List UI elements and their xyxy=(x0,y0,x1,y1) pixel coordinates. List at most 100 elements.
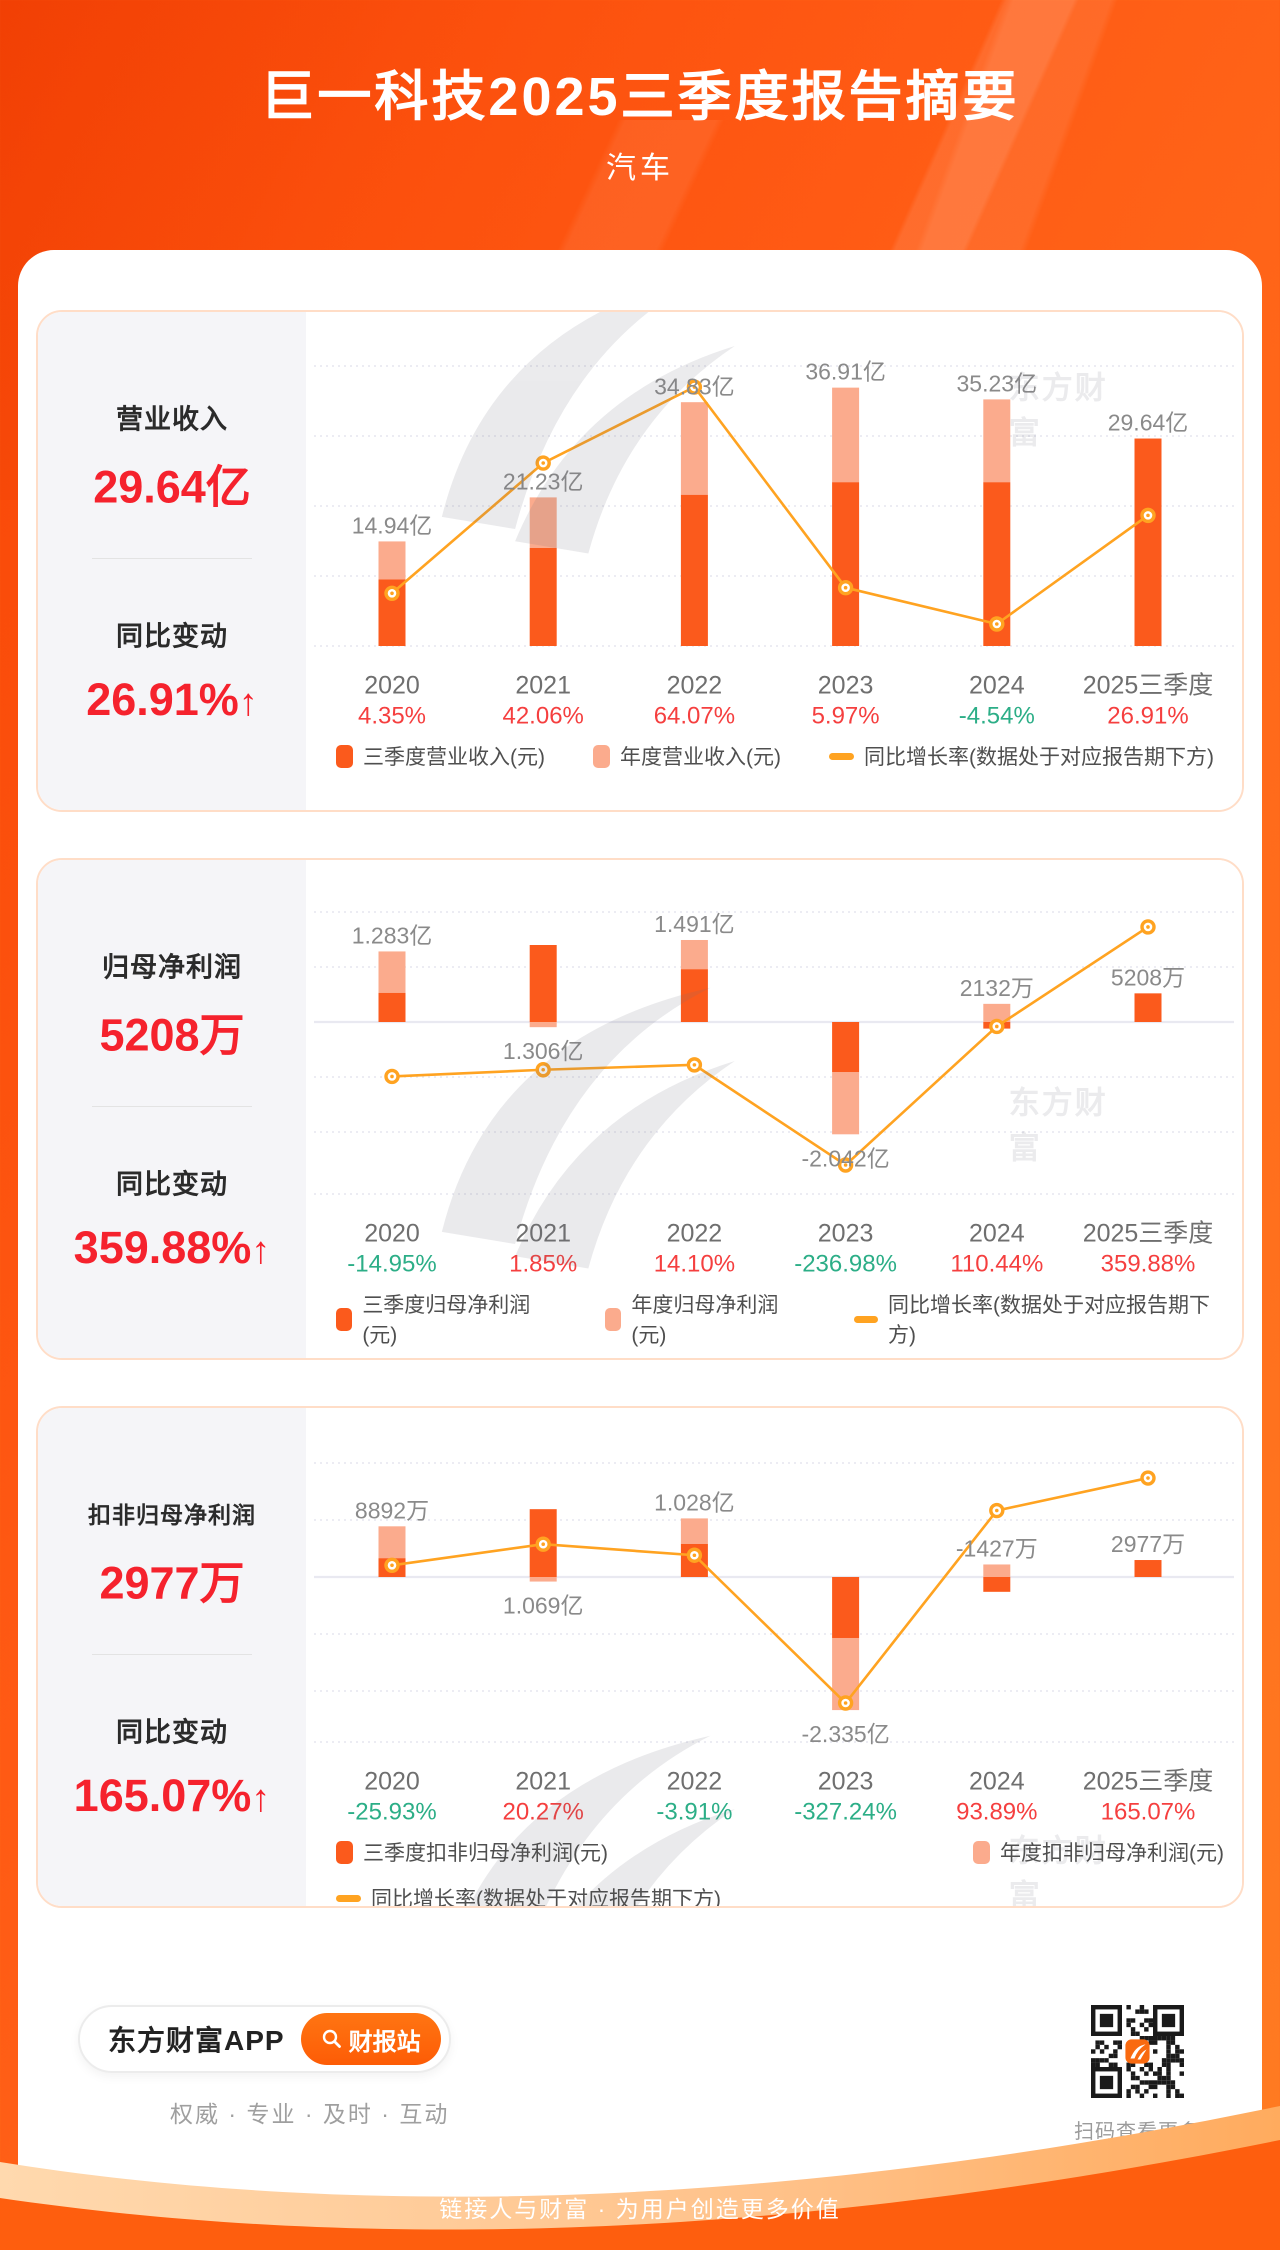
bar-segment xyxy=(983,1003,1011,1022)
bar-segment xyxy=(378,992,406,1022)
page-header: 巨一科技2025三季度报告摘要 汽车 xyxy=(0,0,1280,250)
growth-percent-label: 1.85% xyxy=(509,1250,577,1275)
line-marker-dot xyxy=(843,1163,848,1167)
line-marker-dot xyxy=(1146,1476,1150,1480)
metric-label: 扣非归母净利润 xyxy=(88,1502,256,1528)
change-value: 26.91%↑ xyxy=(86,674,258,725)
legend-item: 年度营业收入(元) xyxy=(593,741,781,771)
bar-segment xyxy=(1134,993,1162,1022)
line-marker-dot xyxy=(995,1024,999,1029)
growth-percent-label: 5.97% xyxy=(812,702,880,727)
line-marker-dot xyxy=(541,461,545,465)
net-profit-chart-plot: 1.283亿 1.306亿 1.491亿 -2.042亿 2132万 5208万 2020 2… xyxy=(314,911,1234,1275)
growth-percent-label: 93.89% xyxy=(956,1798,1037,1823)
bar-segment xyxy=(1134,1560,1162,1577)
legend-label: 同比增长率(数据处于对应报告期下方) xyxy=(864,746,1214,769)
bar-segment xyxy=(529,1022,557,1028)
chart-legend-row-1: 三季度扣非归母净利润(元) 年度扣非归母净利润(元) xyxy=(306,1837,1242,1867)
chart-legend: 三季度归母净利润(元) 年度归母净利润(元) 同比增长率(数据处于对应报告期下方) xyxy=(306,1289,1242,1349)
growth-percent-label: -327.24% xyxy=(794,1798,897,1823)
line-marker-dot xyxy=(995,1508,999,1513)
bar-value-label: 35.23亿 xyxy=(957,370,1038,396)
bar-value-label: 34.83亿 xyxy=(654,373,735,399)
line-marker-dot xyxy=(390,1074,394,1079)
report-station-label: 财报站 xyxy=(348,2028,421,2056)
line-marker-dot xyxy=(692,1553,697,1558)
legend-label: 三季度营业收入(元) xyxy=(363,746,545,769)
bar-segment xyxy=(832,387,860,483)
gridlines xyxy=(314,911,1234,1195)
category-label: 2023 xyxy=(818,1220,874,1248)
growth-percent-label: 165.07% xyxy=(1101,1798,1196,1823)
growth-percent-label: 14.10% xyxy=(654,1250,735,1275)
footer-app-pill: 东方财富APP 财报站 xyxy=(78,2005,451,2073)
line-marker-dot xyxy=(995,622,999,626)
bar-value-label: 1.283亿 xyxy=(352,923,433,949)
line-marker-dot xyxy=(541,1542,545,1546)
legend-item: 同比增长率(数据处于对应报告期下方) xyxy=(336,1883,721,1906)
revenue-chart-plot: 14.94亿 21.23亿 34.83亿 36.91亿 35.23亿 29.64亿 2020… xyxy=(314,359,1234,727)
bar-segment xyxy=(832,1022,860,1073)
category-label: 2021 xyxy=(515,1768,571,1796)
growth-line xyxy=(391,385,1149,626)
bar-value-label: 1.306亿 xyxy=(503,1038,584,1064)
legend-label: 年度扣非归母净利润(元) xyxy=(1000,1842,1224,1865)
growth-percent-label: 64.07% xyxy=(654,702,735,727)
category-label: 2024 xyxy=(969,1220,1025,1248)
legend-item: 同比增长率(数据处于对应报告期下方) xyxy=(829,741,1214,771)
line-marker-dot xyxy=(1146,513,1150,518)
line-marker-dot xyxy=(541,1067,545,1072)
bar-segment xyxy=(983,1564,1011,1577)
growth-percent-label: -4.54% xyxy=(959,702,1035,727)
growth-percent-label: -25.93% xyxy=(347,1798,436,1823)
revenue-chart: 东方财富 14.94亿 21.23亿 34.83亿 36.91亿 35.23亿 29.64亿… xyxy=(306,312,1242,810)
non-gaap-profit-chart: 东方财富 8892万 1.069亿 1.028亿 -2.335亿 -1427万 2977万 2… xyxy=(306,1408,1242,1906)
bar-segment xyxy=(832,1072,860,1135)
change-value: 359.88%↑ xyxy=(73,1222,271,1273)
legend-bar-swatch xyxy=(336,1840,353,1864)
change-label: 同比变动 xyxy=(116,1169,228,1200)
main-container: 营业收入 29.64亿 同比变动 26.91%↑ 东方财富 14.94亿 21.23… xyxy=(18,250,1262,2250)
growth-line xyxy=(391,925,1149,1167)
growth-percent-label: 110.44% xyxy=(950,1250,1043,1275)
bar-value-label: 5208万 xyxy=(1111,964,1185,990)
category-label: 2020 xyxy=(364,1220,420,1248)
growth-percent-label: 26.91% xyxy=(1107,702,1188,727)
category-label: 2022 xyxy=(667,672,723,700)
bar-value-label: 21.23亿 xyxy=(503,468,584,494)
category-label: 2025三季度 xyxy=(1083,672,1214,700)
bar-segment xyxy=(680,494,708,646)
up-arrow-icon: ↑ xyxy=(238,682,258,724)
growth-percent-label: 42.06% xyxy=(502,702,583,727)
line-marker-dot xyxy=(843,1701,848,1705)
report-title: 巨一科技2025三季度报告摘要 xyxy=(260,67,1020,127)
category-label: 2020 xyxy=(364,672,420,700)
bar-value-label: 36.91亿 xyxy=(805,359,886,385)
category-label: 2025三季度 xyxy=(1083,1220,1214,1248)
legend-bar-swatch xyxy=(336,744,353,768)
footer: 东方财富APP 财报站 权威 · 专业 · 及时 · 互动 扫码查看更多 xyxy=(18,1953,1262,2144)
card-sidebar: 扣非归母净利润 2977万 同比变动 165.07%↑ xyxy=(38,1408,306,1906)
bar-segment xyxy=(680,939,708,970)
line-marker-dot xyxy=(692,1063,697,1067)
line-marker-dot xyxy=(390,591,394,596)
legend-line-swatch xyxy=(336,1894,361,1902)
legend-bar-swatch xyxy=(336,1307,353,1331)
legend-item: 三季度归母净利润(元) xyxy=(336,1289,557,1349)
bar-value-label: 1.491亿 xyxy=(654,911,735,937)
bar-value-label: 8892万 xyxy=(355,1497,429,1523)
growth-percent-label: -14.95% xyxy=(347,1250,436,1275)
legend-label: 年度归母净利润(元) xyxy=(631,1294,779,1347)
legend-bar-swatch xyxy=(605,1307,622,1331)
change-label: 同比变动 xyxy=(116,621,228,652)
category-label: 2023 xyxy=(818,672,874,700)
card-sidebar: 营业收入 29.64亿 同比变动 26.91%↑ xyxy=(38,312,306,810)
bars xyxy=(378,939,1162,1135)
report-station-button[interactable]: 财报站 xyxy=(300,2013,441,2065)
up-arrow-icon: ↑ xyxy=(251,1230,271,1272)
category-label: 2022 xyxy=(667,1220,723,1248)
bar-segment xyxy=(378,541,406,580)
bar-segment xyxy=(832,1577,860,1638)
metric-value: 5208万 xyxy=(99,1009,245,1061)
